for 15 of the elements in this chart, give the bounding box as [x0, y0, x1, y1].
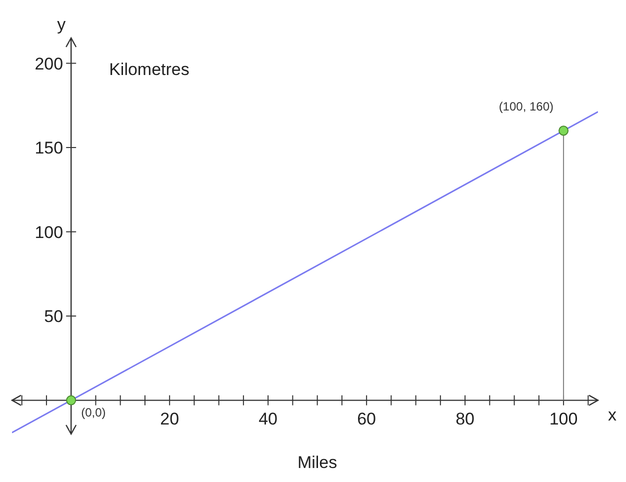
y-tick-label: 150 [34, 138, 64, 158]
annotation: (100, 160) [498, 100, 554, 114]
y-tick-label: 200 [34, 54, 64, 74]
y-tick-label: 100 [34, 222, 64, 242]
text: x [608, 405, 617, 424]
x-tick-label: 20 [160, 409, 180, 428]
y-tick-label: 50 [44, 307, 64, 326]
x-tick-label: 80 [456, 409, 475, 428]
y-axis-title: Kilometres [109, 60, 190, 80]
x-axis-title: Miles [297, 453, 338, 472]
annotation: (0,0) [81, 405, 106, 420]
x-tick-label: 60 [357, 409, 376, 428]
text: y [57, 15, 66, 34]
x-tick-label: 40 [258, 409, 278, 428]
x-tick-label: 100 [549, 409, 578, 428]
